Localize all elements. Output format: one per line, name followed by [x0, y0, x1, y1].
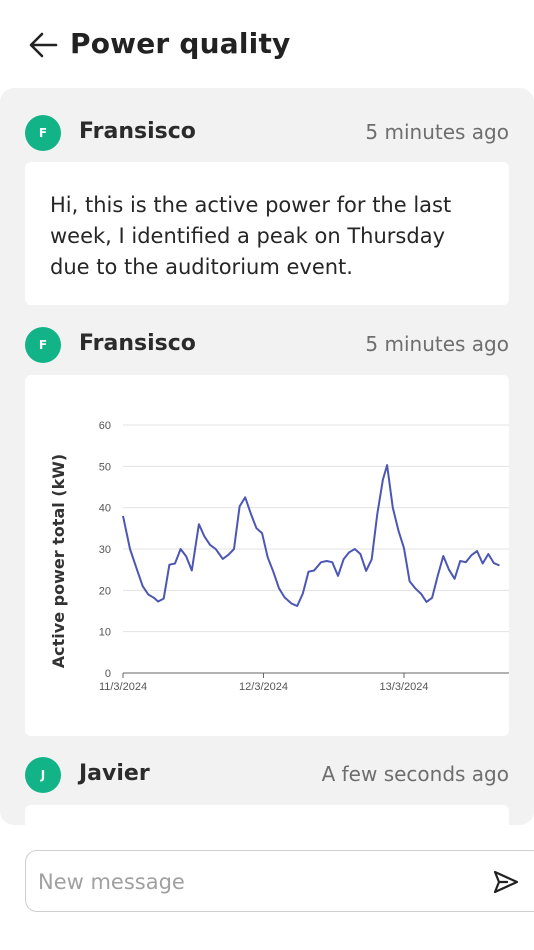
back-button[interactable] — [26, 28, 62, 62]
app-header: Power quality — [0, 0, 534, 88]
author-name: Fransisco — [79, 119, 196, 144]
message-header: F Fransisco 5 minutes ago — [25, 115, 509, 151]
y-tick-label: 60 — [99, 420, 111, 432]
series-line — [122, 464, 500, 607]
message-header: J Javier A few seconds ago — [25, 757, 509, 793]
send-button[interactable] — [491, 867, 521, 897]
message-bubble[interactable] — [25, 805, 509, 825]
y-tick-label: 50 — [99, 461, 111, 473]
x-tick-label: 12/3/2024 — [239, 681, 288, 693]
y-tick-label: 0 — [105, 668, 111, 680]
message-composer — [25, 850, 534, 912]
y-axis-label: Active power total (kW) — [49, 454, 68, 668]
avatar[interactable]: F — [25, 327, 61, 363]
chart-bubble[interactable]: 0 10 20 30 40 50 60 11/3/2024 12/3/2024 13/3/2024… — [25, 375, 509, 736]
new-message-input[interactable] — [38, 863, 478, 901]
message-time: 5 minutes ago — [365, 120, 509, 144]
y-tick-label: 10 — [99, 627, 111, 639]
message-text: Hi, this is the active power for the las… — [50, 193, 452, 279]
arrow-left-icon — [29, 32, 58, 58]
avatar[interactable]: F — [25, 115, 61, 151]
message-bubble[interactable]: Hi, this is the active power for the las… — [25, 162, 509, 305]
message-thread[interactable]: F Fransisco 5 minutes ago Hi, this is th… — [0, 88, 534, 825]
send-icon — [493, 870, 519, 894]
x-tick-label: 13/3/2024 — [380, 681, 429, 693]
message-time: A few seconds ago — [321, 762, 509, 786]
x-tick-label: 11/3/2024 — [99, 681, 147, 693]
message-time: 5 minutes ago — [365, 332, 509, 356]
y-tick-label: 40 — [99, 503, 111, 515]
avatar[interactable]: J — [25, 757, 61, 793]
message-header: F Fransisco 5 minutes ago — [25, 327, 509, 363]
page-title: Power quality — [70, 27, 291, 60]
y-tick-label: 30 — [99, 544, 111, 556]
active-power-chart: 0 10 20 30 40 50 60 11/3/2024 12/3/2024 13/3/2024… — [49, 420, 509, 693]
author-name: Fransisco — [79, 331, 196, 356]
author-name: Javier — [79, 761, 150, 786]
y-tick-label: 20 — [99, 585, 111, 597]
